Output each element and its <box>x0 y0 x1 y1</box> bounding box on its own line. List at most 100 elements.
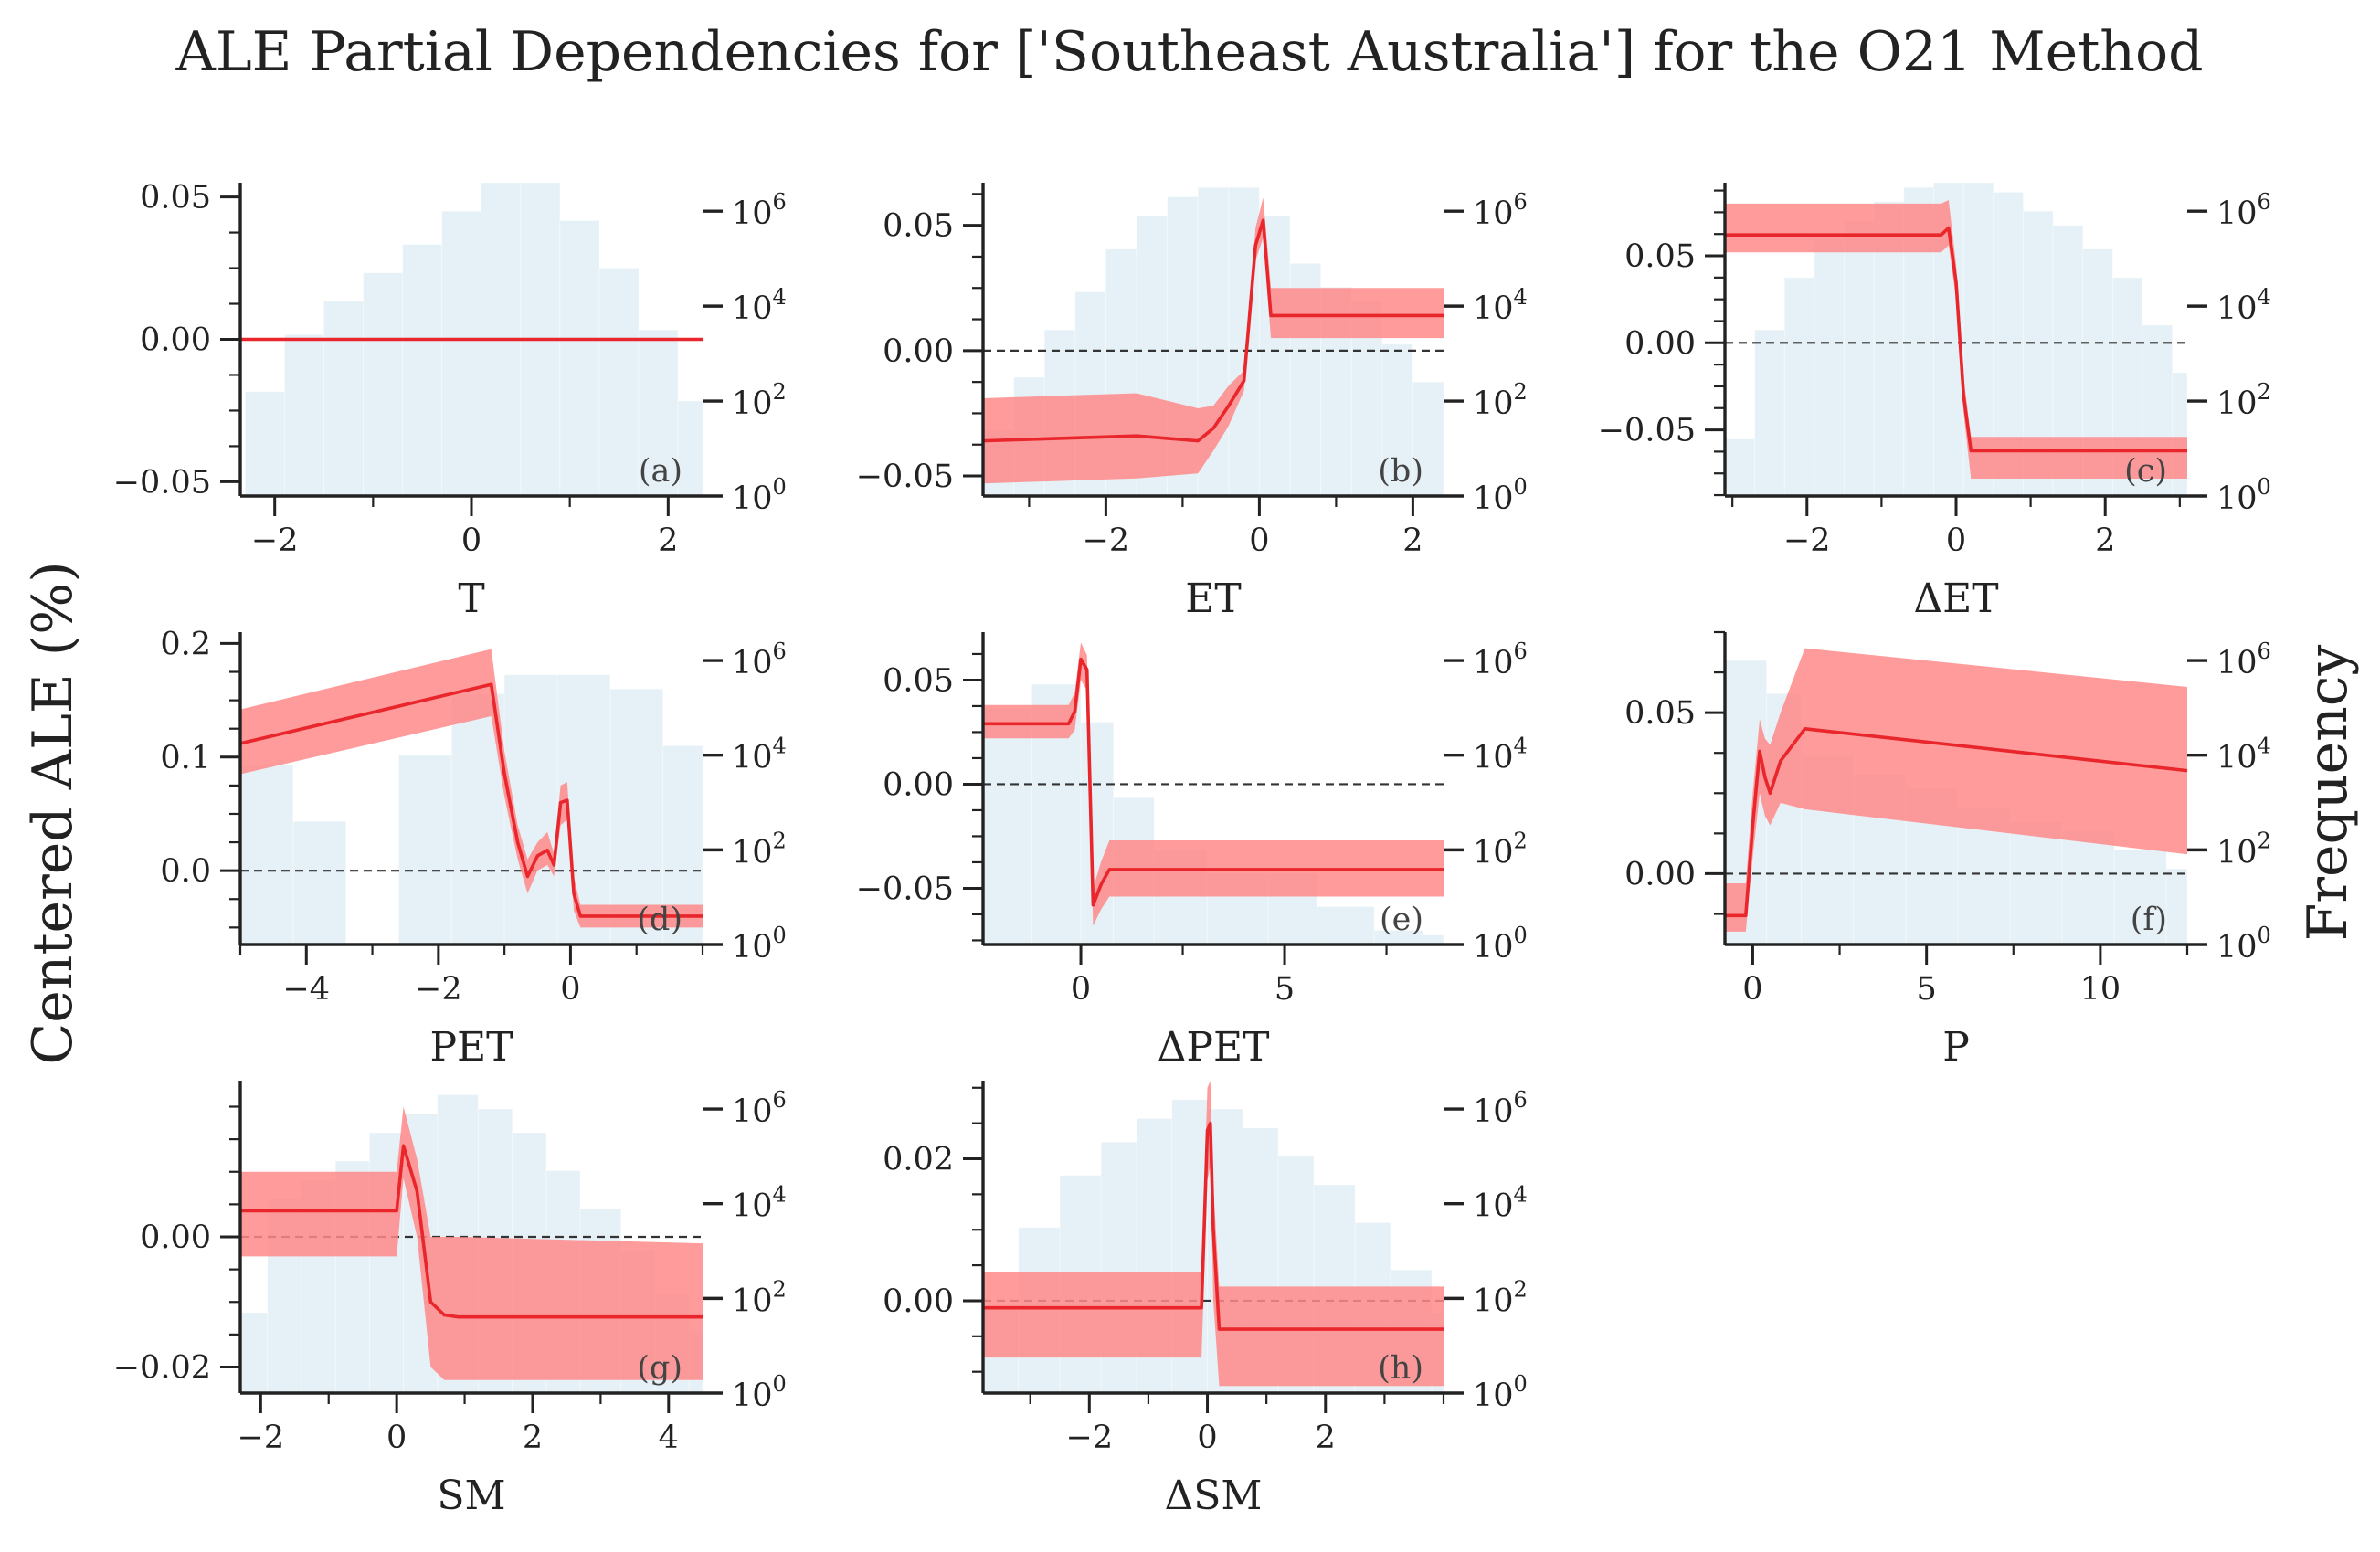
panel-letter: (c) <box>2124 453 2167 490</box>
panel-letter: (h) <box>1378 1350 1423 1387</box>
x-tick-label: 5 <box>1917 971 1937 1008</box>
x-tick-label: −4 <box>282 971 330 1008</box>
y2-tick-label: 102 <box>2216 828 2271 871</box>
x-tick-label: 0 <box>1071 971 1091 1008</box>
histogram-bar <box>2009 820 2063 945</box>
ale-panel-g: −0.02 0.00 −2 0 2 4 SM 100 102 104 106 (g) <box>113 1081 787 1519</box>
x-axis-label: PET <box>429 1024 513 1071</box>
histogram-bar <box>1412 381 1444 497</box>
histogram-bar <box>1258 215 1291 497</box>
y-tick-label: −0.05 <box>856 871 954 907</box>
x-tick-label: 0 <box>1249 523 1269 559</box>
x-tick-label: 2 <box>1316 1420 1336 1456</box>
histogram-bar <box>244 391 285 497</box>
x-tick-label: 2 <box>2095 523 2115 559</box>
y2-tick-label: 106 <box>1473 189 1528 232</box>
y-tick-label: 0.05 <box>883 662 954 699</box>
y2-tick-label: 100 <box>2216 474 2271 517</box>
histogram-bar <box>1381 343 1413 497</box>
ale-line <box>983 657 1444 907</box>
y2-tick-label: 104 <box>2216 284 2271 327</box>
y2-tick-label: 102 <box>732 379 787 422</box>
x-tick-label: −2 <box>251 523 299 559</box>
y-axis-label-left: Centered ALE (%) <box>21 561 85 1064</box>
y-tick-label: 0.00 <box>883 1283 954 1320</box>
histogram-bar <box>323 301 365 497</box>
histogram-bar <box>598 268 640 497</box>
panel-letter: (f) <box>2131 902 2167 938</box>
panel-letter: (b) <box>1378 453 1423 490</box>
histogram-bar <box>677 400 703 497</box>
ale-line <box>982 218 1444 443</box>
y2-tick-label: 104 <box>732 1182 787 1225</box>
y2-tick-label: 102 <box>732 1276 787 1319</box>
x-tick-label: 0 <box>1742 971 1762 1008</box>
histogram-bar <box>363 272 404 497</box>
y2-tick-label: 106 <box>2216 189 2271 232</box>
x-tick-label: 4 <box>659 1420 679 1456</box>
y2-tick-label: 102 <box>732 828 787 871</box>
y2-tick-label: 106 <box>1473 639 1528 681</box>
histogram-bar <box>2165 868 2188 945</box>
ale-line <box>240 1144 703 1319</box>
x-tick-label: −2 <box>1783 523 1831 559</box>
ale-confidence-band <box>240 649 703 928</box>
histogram-bar <box>1754 329 1785 497</box>
y2-tick-label: 102 <box>2216 379 2271 422</box>
y-tick-label: 0.00 <box>1624 856 1696 892</box>
x-tick-label: 2 <box>1402 523 1423 559</box>
y2-tick-label: 106 <box>732 639 787 681</box>
histogram-bar <box>1317 906 1375 945</box>
y-tick-label: 0.2 <box>160 626 211 662</box>
y-tick-label: 0.00 <box>140 1219 211 1256</box>
y-tick-label: 0.05 <box>140 180 211 216</box>
x-tick-label: 0 <box>1946 523 1966 559</box>
y-axis-label-right: Frequency <box>2296 645 2360 942</box>
histogram-bar <box>2061 830 2115 945</box>
x-tick-label: 10 <box>2080 971 2121 1008</box>
x-tick-label: −2 <box>415 971 462 1008</box>
y-tick-label: −0.05 <box>113 464 211 501</box>
histogram-bar <box>1228 186 1260 497</box>
y2-tick-label: 104 <box>2216 734 2271 776</box>
y2-tick-label: 104 <box>1473 1182 1528 1225</box>
x-tick-label: 0 <box>386 1420 407 1456</box>
y2-tick-label: 104 <box>1473 284 1528 327</box>
ale-line <box>239 682 703 918</box>
x-axis-label: ΔSM <box>1165 1473 1263 1519</box>
x-tick-label: 0 <box>461 523 481 559</box>
histogram-bar <box>2113 849 2167 945</box>
histogram-bar <box>1814 238 1846 497</box>
y-tick-label: 0.05 <box>1624 695 1696 732</box>
y2-tick-label: 106 <box>732 1087 787 1130</box>
ale-confidence-band <box>1725 648 2187 932</box>
ale-panel-b: −0.05 0.00 0.05 −2 0 2 ET 100 102 104 106 (b) <box>856 183 1528 622</box>
figure-title: ALE Partial Dependencies for ['Southeast… <box>175 20 2204 84</box>
histogram-bar <box>402 244 443 497</box>
x-tick-label: 5 <box>1275 971 1295 1008</box>
y2-tick-label: 102 <box>1473 1276 1528 1319</box>
ale-confidence-band <box>983 197 1444 484</box>
ale-confidence-band <box>983 642 1444 926</box>
y2-tick-label: 100 <box>732 474 787 517</box>
histogram-bar <box>559 220 600 497</box>
y-tick-label: 0.02 <box>883 1142 954 1178</box>
x-axis-label: ΔPET <box>1158 1024 1270 1071</box>
y2-tick-label: 100 <box>732 923 787 966</box>
ale-line <box>1725 226 2187 453</box>
x-tick-label: 2 <box>523 1420 543 1456</box>
y-tick-label: 0.00 <box>140 322 211 359</box>
y-tick-label: 0.00 <box>1624 325 1696 362</box>
y2-tick-label: 106 <box>2216 639 2271 681</box>
x-axis-label: ΔET <box>1913 575 1998 622</box>
histogram-bar <box>292 820 347 945</box>
x-tick-label: 0 <box>1197 1420 1217 1456</box>
ale-panel-f: 0.00 0.05 0 5 10 P 100 102 104 106 (f) <box>1624 630 2271 1071</box>
histogram-bar <box>982 707 1033 945</box>
ale-panel-c: −0.05 0.00 0.05 −2 0 2 ΔET 100 102 104 106 (c) <box>1598 182 2271 622</box>
panel-letter: (g) <box>637 1350 682 1387</box>
y-tick-label: 0.05 <box>883 208 954 245</box>
histogram-bar <box>283 333 325 497</box>
